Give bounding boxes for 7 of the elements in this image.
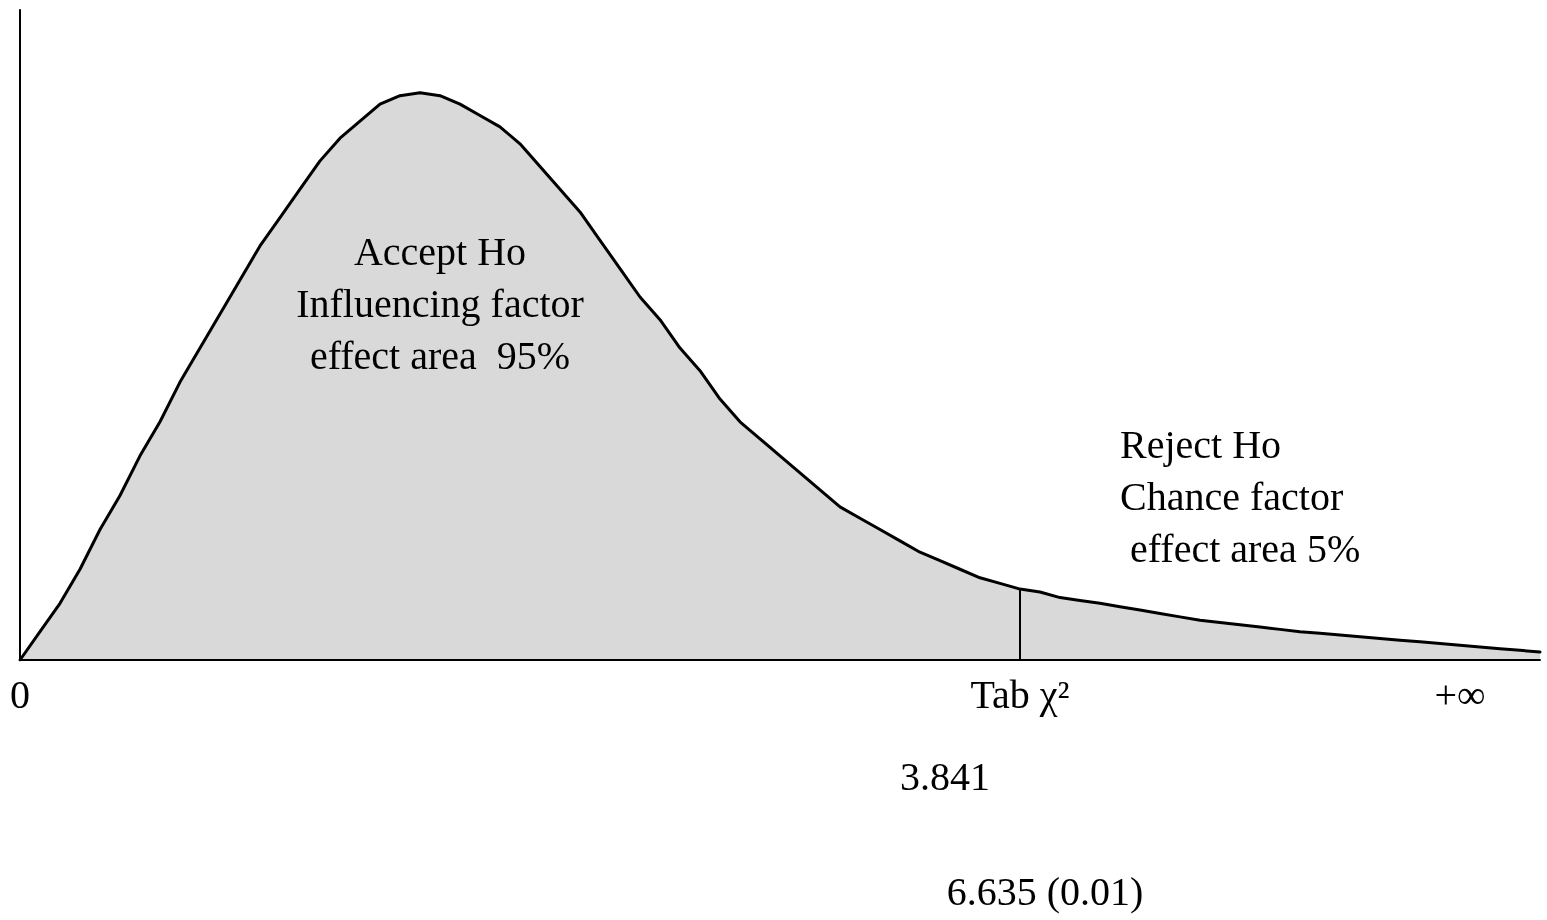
x-tick-label: Tab χ² xyxy=(970,671,1070,717)
x-tick-label: 0 xyxy=(10,671,30,717)
text: 6.635 (0.01) xyxy=(946,868,1144,914)
x-tick-label: +∞ xyxy=(1434,671,1486,717)
text: 3.841 xyxy=(900,753,990,799)
annotation: Accept Ho Influencing factor effect area 95% xyxy=(296,228,584,378)
annotation: Reject Ho Chance factor effect area 5% xyxy=(1120,421,1361,571)
